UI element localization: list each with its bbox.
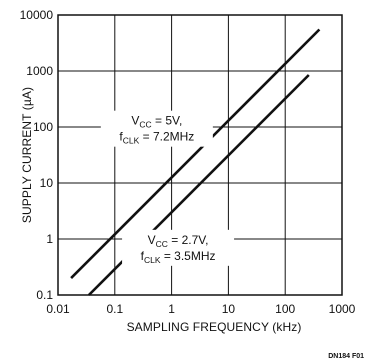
y-tick-label: 1000 <box>26 64 53 78</box>
figure-id: DN184 F01 <box>328 353 364 360</box>
series-label-background <box>122 229 235 266</box>
y-tick-label: 1 <box>46 232 53 246</box>
y-tick-labels: 0.1 1 10 100 1000 10000 <box>20 8 54 302</box>
x-tick-label: 1 <box>168 302 175 316</box>
series-label-background <box>100 110 213 147</box>
y-tick-label: 100 <box>33 120 53 134</box>
series-label-line: fCLK = 3.5MHz <box>141 249 216 265</box>
series-label-line: VCC = 2.7V, <box>148 233 209 249</box>
x-tick-label: 1000 <box>329 302 356 316</box>
y-tick-label: 0.1 <box>36 288 53 302</box>
series-label-line: fCLK = 7.2MHz <box>119 130 194 146</box>
series-label-line: VCC = 5V, <box>131 114 182 130</box>
y-axis-label: SUPPLY CURRENT (µA) <box>20 87 34 223</box>
y-tick-label: 10 <box>40 176 54 190</box>
x-tick-labels: 0.01 0.1 1 10 100 1000 <box>46 302 355 316</box>
series-labels: VCC = 5V,fCLK = 7.2MHz VCC = 2.7V,fCLK = … <box>100 110 235 266</box>
series-line-1 <box>70 28 321 280</box>
x-tick-label: 0.01 <box>46 302 70 316</box>
x-tick-label: 10 <box>222 302 236 316</box>
x-tick-label: 0.1 <box>106 302 123 316</box>
plot-frame <box>57 14 343 296</box>
y-tick-label: 10000 <box>20 8 54 22</box>
plot-border <box>57 14 343 296</box>
x-tick-label: 100 <box>275 302 295 316</box>
x-axis-label: SAMPLING FREQUENCY (kHz) <box>127 320 302 334</box>
